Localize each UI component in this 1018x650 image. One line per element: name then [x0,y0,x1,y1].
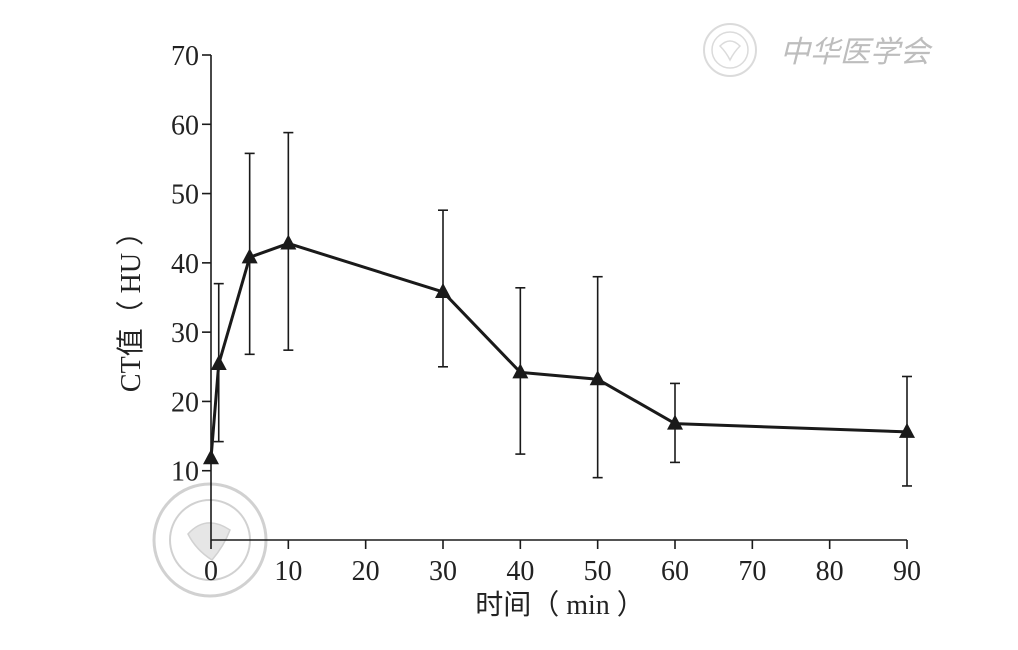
data-point [241,248,258,264]
data-point [589,370,606,386]
x-tick-label: 30 [429,556,457,587]
axes: 10 20 30 40 50 60 70 0 10 20 30 40 50 60 70 80 90 [171,41,921,587]
data-point [203,449,219,465]
y-tick-label: 60 [171,110,199,141]
x-tick-label: 50 [584,556,612,587]
data-point [435,282,451,298]
x-tick-label: 80 [816,556,844,587]
data-point [280,234,297,250]
data-point [512,363,529,379]
x-tick-label: 10 [274,556,302,587]
y-tick-label: 20 [171,387,199,418]
x-tick-label: 0 [204,556,218,587]
y-tick-label: 50 [171,180,199,211]
plot-area [203,131,915,487]
watermark-text: 中华医学会 [780,35,933,70]
series-line [209,241,908,459]
data-point [210,355,227,371]
y-tick-label: 70 [171,41,199,72]
x-tick-label: 90 [893,556,921,587]
x-tick-label: 70 [738,556,766,587]
x-tick-label: 60 [661,556,689,587]
y-tick-label: 30 [171,318,199,349]
data-point [667,414,683,430]
association-seal-icon [703,23,757,77]
data-point [899,422,915,438]
watermark-top-right: 中华医学会 [703,23,933,77]
x-axis-title: 时间（ min ） [475,589,645,621]
y-tick-label: 10 [171,457,199,488]
y-axis-title: CT值（ HU ） [115,218,147,392]
x-tick-label: 20 [352,556,380,587]
x-tick-label: 40 [506,556,534,587]
y-tick-label: 40 [171,249,199,280]
